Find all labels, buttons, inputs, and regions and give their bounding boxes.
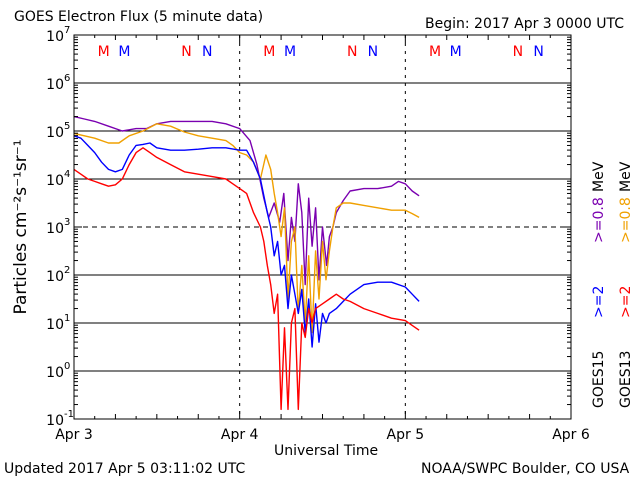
y-tick-exponent: 1: [64, 313, 70, 324]
x-tick-label: Apr 4: [221, 427, 259, 443]
begin-label: Begin: 2017 Apr 3 0000 UTC: [425, 16, 624, 32]
series-line: [73, 123, 420, 334]
y-tick-label: 10: [46, 317, 64, 333]
y-tick-label: 10: [46, 125, 64, 141]
mn-marker: M: [118, 44, 130, 60]
x-tick-label: Apr 5: [387, 427, 425, 443]
mn-marker: N: [533, 44, 543, 60]
y-tick-label: 10: [46, 29, 64, 45]
legend-goes13-gt08: >=0.8: [618, 197, 634, 243]
mn-marker: M: [429, 44, 441, 60]
y-tick-exponent: -1: [64, 409, 74, 420]
mn-marker: N: [513, 44, 523, 60]
series-line: [73, 135, 420, 348]
mn-marker: M: [98, 44, 110, 60]
y-tick-label: 10: [46, 173, 64, 189]
x-tick-label: Apr 3: [55, 427, 93, 443]
y-tick-label: 10: [46, 365, 64, 381]
updated-timestamp: Updated 2017 Apr 5 03:11:02 UTC: [4, 461, 246, 477]
y-tick-label: 10: [46, 221, 64, 237]
mn-marker: N: [347, 44, 357, 60]
mn-marker: N: [368, 44, 378, 60]
mn-marker: M: [263, 44, 275, 60]
y-tick-label: 10: [46, 413, 64, 429]
legend-goes13-gt2: >=2: [618, 286, 634, 318]
mn-marker: M: [450, 44, 462, 60]
legend-goes15-gt08: >=0.8: [591, 197, 607, 243]
y-tick-exponent: 6: [64, 73, 70, 84]
mn-marker: N: [202, 44, 212, 60]
legend-unit: MeV: [591, 161, 607, 192]
legend-unit: MeV: [618, 161, 634, 192]
series-line: [73, 115, 420, 286]
y-tick-exponent: 7: [64, 25, 70, 36]
y-axis-title: Particles cm⁻²s⁻¹sr⁻¹: [11, 139, 31, 314]
credit-label: NOAA/SWPC Boulder, CO USA: [421, 461, 630, 477]
y-tick-exponent: 4: [64, 169, 70, 180]
y-tick-exponent: 3: [64, 217, 70, 228]
y-tick-label: 10: [46, 269, 64, 285]
x-axis-title: Universal Time: [274, 443, 379, 459]
mn-marker: N: [181, 44, 191, 60]
y-tick-exponent: 5: [64, 121, 70, 132]
chart-title: GOES Electron Flux (5 minute data): [14, 9, 264, 25]
legend-goes15-gt2: >=2: [591, 286, 607, 318]
y-tick-exponent: 0: [64, 361, 70, 372]
legend-goes15: GOES15: [591, 351, 607, 408]
y-tick-exponent: 2: [64, 265, 70, 276]
legend-goes13: GOES13: [618, 351, 634, 408]
y-tick-label: 10: [46, 77, 64, 93]
mn-marker: M: [284, 44, 296, 60]
x-tick-label: Apr 6: [552, 427, 590, 443]
series-line: [73, 147, 420, 411]
